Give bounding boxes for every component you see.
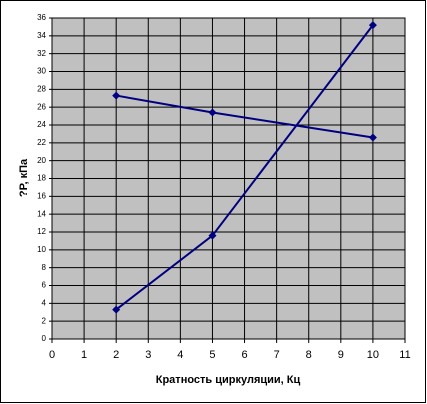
y-tick-label: 26	[37, 102, 46, 111]
y-tick-label: 14	[37, 209, 46, 218]
y-tick-label: 12	[37, 227, 46, 236]
x-tick-label: 3	[145, 349, 151, 361]
y-tick-label: 30	[37, 67, 46, 76]
y-tick-label: 28	[37, 84, 46, 93]
y-tick-label: 22	[37, 138, 46, 147]
marker	[112, 305, 121, 314]
x-tick-label: 11	[399, 349, 410, 361]
y-tick-label: 10	[37, 245, 46, 254]
y-tick-label: 34	[37, 31, 46, 40]
x-tick-label: 10	[367, 349, 379, 361]
marker	[368, 133, 377, 142]
x-tick-label: 1	[81, 349, 87, 361]
marker	[208, 108, 217, 117]
y-tick-label: 16	[37, 191, 46, 200]
y-tick-label: 0	[42, 334, 47, 343]
marker	[208, 231, 217, 240]
x-tick-label: 6	[241, 349, 247, 361]
y-tick-label: 4	[42, 298, 47, 307]
x-tick-label: 5	[209, 349, 215, 361]
x-tick-label: 4	[177, 349, 183, 361]
x-tick-label: 2	[113, 349, 119, 361]
marker	[368, 21, 377, 30]
y-tick-label: 20	[37, 156, 46, 165]
x-tick-label: 0	[49, 349, 55, 361]
y-tick-label: 24	[37, 120, 46, 129]
y-axis-label: ?P, кПа	[18, 158, 30, 197]
y-tick-label: 8	[42, 263, 47, 272]
y-tick-label: 32	[37, 49, 46, 58]
x-tick-label: 9	[338, 349, 344, 361]
y-tick-label: 18	[37, 174, 46, 183]
marker	[112, 91, 121, 100]
y-tick-label: 6	[42, 281, 47, 290]
y-tick-label: 36	[37, 13, 46, 22]
y-tick-label: 2	[42, 316, 47, 325]
x-tick-label: 8	[306, 349, 312, 361]
x-axis-label: Кратность циркуляции, Кц	[156, 374, 301, 386]
x-tick-label: 7	[274, 349, 280, 361]
